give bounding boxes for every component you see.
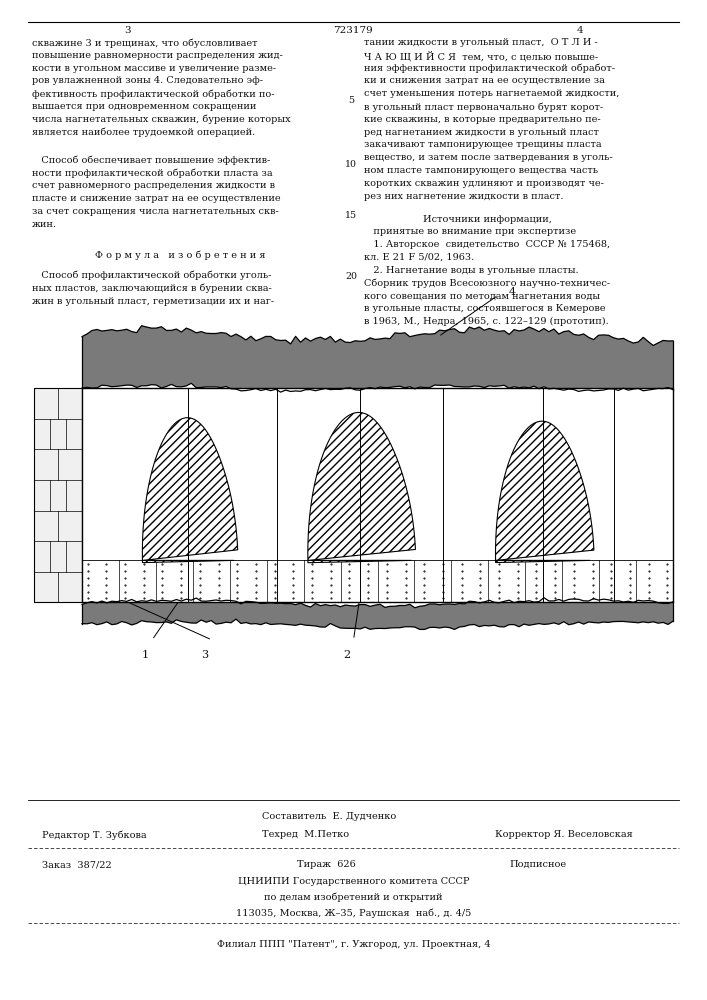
Text: 2: 2	[343, 650, 350, 660]
Text: 10: 10	[346, 160, 357, 169]
Text: 4: 4	[509, 287, 516, 297]
Text: счет равномерного распределения жидкости в: счет равномерного распределения жидкости…	[32, 181, 275, 190]
Text: в 1963, М., Недра, 1965, с. 122–129 (прототип).: в 1963, М., Недра, 1965, с. 122–129 (про…	[364, 317, 609, 326]
Text: числа нагнетательных скважин, бурение которых: числа нагнетательных скважин, бурение ко…	[32, 115, 291, 124]
Text: Ф о р м у л а   и з о б р е т е н и я: Ф о р м у л а и з о б р е т е н и я	[95, 250, 266, 260]
Text: в угольные пласты, состоявшегося в Кемерове: в угольные пласты, состоявшегося в Кемер…	[364, 304, 606, 313]
Text: фективность профилактической обработки по-: фективность профилактической обработки п…	[32, 89, 274, 99]
Text: ров увлажненной зоны 4. Следовательно эф-: ров увлажненной зоны 4. Следовательно эф…	[32, 76, 263, 85]
Text: Редактор Т. Зубкова: Редактор Т. Зубкова	[42, 830, 147, 840]
Text: ном пласте тампонирующего вещества часть: ном пласте тампонирующего вещества часть	[364, 166, 598, 175]
Text: Филиал ППП "Патент", г. Ужгород, ул. Проектная, 4: Филиал ППП "Патент", г. Ужгород, ул. Про…	[216, 940, 491, 949]
Text: скважине 3 и трещинах, что обусловливает: скважине 3 и трещинах, что обусловливает	[32, 38, 257, 47]
Text: Корректор Я. Веселовская: Корректор Я. Веселовская	[495, 830, 633, 839]
Text: 113035, Москва, Ж–35, Раушская  наб., д. 4/5: 113035, Москва, Ж–35, Раушская наб., д. …	[236, 908, 471, 918]
Text: 5: 5	[349, 96, 354, 105]
Text: повышение равномерности распределения жид-: повышение равномерности распределения жи…	[32, 51, 283, 60]
Text: ЦНИИПИ Государственного комитета СССР: ЦНИИПИ Государственного комитета СССР	[238, 877, 469, 886]
Text: вещество, и затем после затвердевания в уголь-: вещество, и затем после затвердевания в …	[364, 153, 613, 162]
Text: 15: 15	[345, 211, 358, 220]
Text: 723179: 723179	[334, 26, 373, 35]
Text: 2. Нагнетание воды в угольные пласты.: 2. Нагнетание воды в угольные пласты.	[364, 266, 579, 275]
Text: кости в угольном массиве и увеличение разме-: кости в угольном массиве и увеличение ра…	[32, 64, 276, 73]
Text: Составитель  Е. Дудченко: Составитель Е. Дудченко	[262, 812, 396, 821]
Text: Ч А Ю Щ И Й С Я  тем, что, с целью повыше-: Ч А Ю Щ И Й С Я тем, что, с целью повыше…	[364, 51, 598, 61]
Text: в угольный пласт первоначально бурят корот-: в угольный пласт первоначально бурят кор…	[364, 102, 603, 112]
Text: 3: 3	[201, 650, 209, 660]
Text: Способ профилактической обработки уголь-: Способ профилактической обработки уголь-	[32, 271, 271, 280]
Text: Источники информации,: Источники информации,	[423, 215, 552, 224]
Polygon shape	[82, 598, 673, 629]
Text: ности профилактической обработки пласта за: ности профилактической обработки пласта …	[32, 169, 272, 178]
Text: закачивают тампонирующее трещины пласта: закачивают тампонирующее трещины пласта	[364, 140, 602, 149]
Text: кл. Е 21 F 5/02, 1963.: кл. Е 21 F 5/02, 1963.	[364, 253, 474, 262]
Text: коротких скважин удлиняют и производят че-: коротких скважин удлиняют и производят ч…	[364, 179, 604, 188]
Text: Заказ  387/22: Заказ 387/22	[42, 860, 112, 869]
Text: тании жидкости в угольный пласт,  О Т Л И -: тании жидкости в угольный пласт, О Т Л И…	[364, 38, 598, 47]
Text: Сборник трудов Всесоюзного научно-техничес-: Сборник трудов Всесоюзного научно-технич…	[364, 279, 610, 288]
Text: Техред  М.Петко: Техред М.Петко	[262, 830, 349, 839]
Text: 3: 3	[124, 26, 131, 35]
Text: 1. Авторское  свидетельство  СССР № 175468,: 1. Авторское свидетельство СССР № 175468…	[364, 240, 610, 249]
Text: рез них нагнетение жидкости в пласт.: рез них нагнетение жидкости в пласт.	[364, 192, 563, 201]
Polygon shape	[142, 418, 238, 563]
Text: является наиболее трудоемкой операцией.: является наиболее трудоемкой операцией.	[32, 128, 255, 137]
Polygon shape	[82, 326, 673, 392]
Text: по делам изобретений и открытий: по делам изобретений и открытий	[264, 892, 443, 902]
Text: вышается при одновременном сокращении: вышается при одновременном сокращении	[32, 102, 256, 111]
Text: ния эффективности профилактической обработ-: ния эффективности профилактической обраб…	[364, 64, 615, 73]
Polygon shape	[308, 412, 416, 563]
Text: жин в угольный пласт, герметизации их и наг-: жин в угольный пласт, герметизации их и …	[32, 297, 274, 306]
Text: за счет сокращения числа нагнетательных скв-: за счет сокращения числа нагнетательных …	[32, 207, 279, 216]
Text: 20: 20	[346, 272, 357, 281]
Text: ки и снижения затрат на ее осуществление за: ки и снижения затрат на ее осуществление…	[364, 76, 605, 85]
Text: кого совещания по методам нагнетания воды: кого совещания по методам нагнетания вод…	[364, 291, 600, 300]
Text: счет уменьшения потерь нагнетаемой жидкости,: счет уменьшения потерь нагнетаемой жидко…	[364, 89, 619, 98]
Text: 4: 4	[576, 26, 583, 35]
Text: Тираж  626: Тираж 626	[297, 860, 356, 869]
Text: жин.: жин.	[32, 220, 57, 229]
Bar	[34, 388, 82, 602]
Text: 1: 1	[141, 650, 148, 660]
Text: принятые во внимание при экспертизе: принятые во внимание при экспертизе	[364, 227, 576, 236]
Bar	[82, 388, 673, 602]
Text: пласте и снижение затрат на ее осуществление: пласте и снижение затрат на ее осуществл…	[32, 194, 281, 203]
Text: Подписное: Подписное	[509, 860, 566, 869]
Text: кие скважины, в которые предварительно пе-: кие скважины, в которые предварительно п…	[364, 115, 601, 124]
Text: ред нагнетанием жидкости в угольный пласт: ред нагнетанием жидкости в угольный плас…	[364, 128, 599, 137]
Polygon shape	[496, 421, 594, 563]
Text: ных пластов, заключающийся в бурении сква-: ных пластов, заключающийся в бурении скв…	[32, 284, 271, 293]
Text: Способ обеспечивает повышение эффектив-: Способ обеспечивает повышение эффектив-	[32, 156, 270, 165]
